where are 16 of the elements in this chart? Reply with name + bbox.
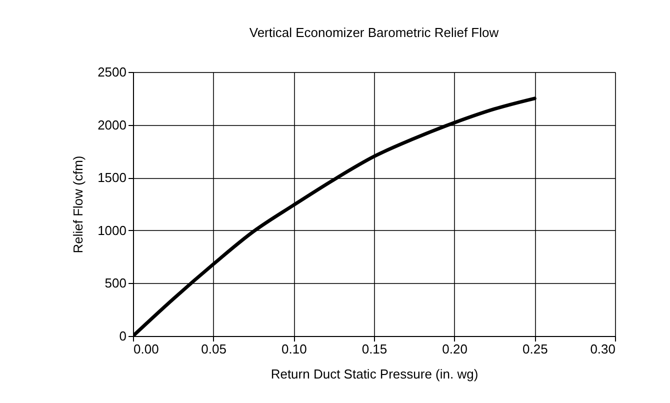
x-tick-label: 0.25 (522, 342, 548, 356)
y-tick-label: 2500 (98, 64, 126, 80)
x-tick-label: 0.30 (590, 342, 616, 356)
y-axis-title: Relief Flow (cfm) (70, 156, 86, 254)
x-tick-label: 0.15 (362, 342, 388, 356)
x-tick-label: 0.10 (282, 342, 307, 356)
y-tick-label: 500 (104, 276, 126, 291)
y-tick-label: 1000 (98, 222, 126, 238)
y-tick-label: 1500 (98, 170, 126, 186)
y-tick-label: 2000 (98, 117, 126, 132)
y-tick-label: 0 (119, 328, 126, 344)
x-tick-label: 0.20 (442, 342, 468, 356)
chart-title: Vertical Economizer Barometric Relief Flow (249, 25, 500, 40)
x-tick-label: 0.05 (201, 342, 226, 356)
x-axis-title: Return Duct Static Pressure (in. wg) (270, 366, 478, 382)
x-tick-label: 0.00 (134, 342, 159, 356)
